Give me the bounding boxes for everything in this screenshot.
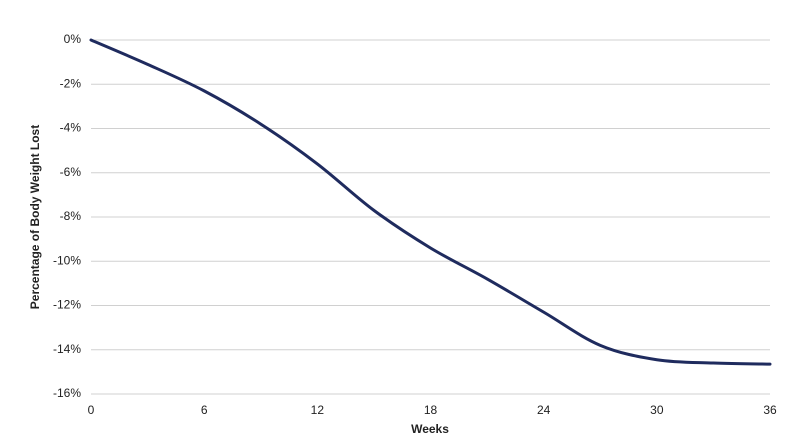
y-tick-label: -14% [53, 342, 81, 356]
y-tick-label: -8% [60, 209, 82, 223]
y-tick-label: 0% [64, 32, 82, 46]
y-tick-label: -4% [60, 121, 82, 135]
x-tick-label: 24 [537, 403, 551, 417]
x-axis-title: Weeks [411, 422, 449, 436]
y-tick-label: -16% [53, 386, 81, 400]
x-tick-label: 36 [763, 403, 777, 417]
x-tick-label: 6 [201, 403, 208, 417]
x-tick-label: 18 [424, 403, 438, 417]
y-tick-label: -12% [53, 298, 81, 312]
data-line [89, 38, 772, 366]
y-tick-label: -10% [53, 253, 81, 267]
y-axis-title: Percentage of Body Weight Lost [28, 125, 42, 309]
y-tick-label: -6% [60, 165, 82, 179]
x-tick-label: 0 [88, 403, 95, 417]
y-tick-label: -2% [60, 76, 82, 90]
x-tick-label: 30 [650, 403, 664, 417]
x-tick-label: 12 [311, 403, 325, 417]
